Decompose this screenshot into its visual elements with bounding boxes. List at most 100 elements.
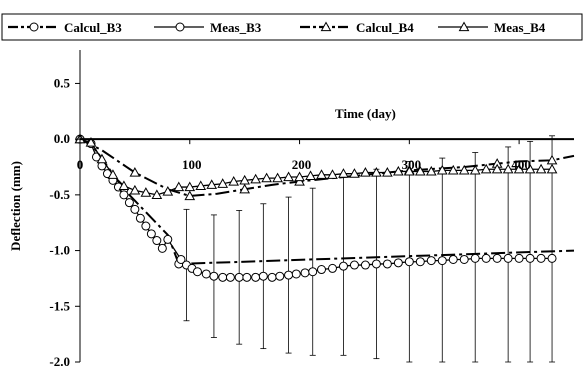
data-point-meas-b4	[261, 172, 272, 183]
data-point-meas-b3	[393, 258, 403, 268]
legend-label-meas-b4: Meas_B4	[494, 20, 546, 35]
data-point-meas-b4	[118, 180, 130, 191]
data-point-meas-b3	[275, 271, 285, 281]
data-point-meas-b3	[258, 271, 268, 281]
data-point-meas-b4	[535, 163, 547, 174]
x-tick-label: 300	[402, 157, 422, 172]
x-axis-title: Time (day)	[335, 106, 396, 121]
legend-label-meas-b3: Meas_B3	[210, 20, 262, 35]
data-point-meas-b3	[547, 253, 557, 263]
series-meas-b4	[74, 133, 558, 199]
x-tick-label: 200	[292, 157, 312, 172]
data-point-meas-b4	[96, 153, 108, 164]
data-point-meas-b4	[371, 167, 382, 177]
data-point-meas-b3	[536, 253, 546, 263]
data-point-meas-b4	[469, 164, 481, 175]
data-point-meas-b4	[305, 170, 316, 181]
data-point-meas-b3	[459, 254, 469, 264]
data-point-meas-b3	[514, 253, 524, 263]
x-tick-label: 0	[77, 157, 84, 172]
data-point-calcul-b4	[239, 183, 251, 194]
legend-label-calcul-b4: Calcul_B4	[356, 20, 414, 35]
data-point-meas-b3	[492, 253, 502, 263]
data-point-meas-b4	[151, 189, 163, 199]
data-point-meas-b3	[448, 254, 458, 264]
data-point-meas-b3	[415, 257, 425, 267]
y-tick-label: -0.5	[49, 187, 70, 202]
data-point-meas-b3	[146, 229, 156, 239]
x-tick-label: 100	[182, 157, 202, 172]
y-tick-label: 0.5	[54, 75, 71, 90]
data-point-meas-b4	[382, 167, 393, 177]
data-point-meas-b4	[338, 168, 349, 178]
data-point-meas-b3	[426, 256, 436, 266]
data-point-meas-b3	[157, 243, 167, 253]
data-point-meas-b3	[218, 272, 228, 282]
data-point-meas-b4	[228, 175, 240, 186]
data-point-meas-b4	[184, 181, 196, 192]
data-point-meas-b4	[360, 167, 371, 177]
series-line-meas-b4	[79, 138, 553, 196]
y-tick-label: -1.0	[49, 243, 70, 258]
series-calcul-b4	[74, 133, 575, 201]
data-point-meas-b4	[546, 163, 558, 174]
data-point-meas-b4	[107, 169, 119, 179]
data-point-meas-b4	[250, 173, 261, 184]
series-calcul-b3	[75, 134, 575, 269]
y-tick-label: -2.0	[49, 354, 70, 369]
series-line-meas-b3	[79, 138, 553, 278]
data-point-meas-b4	[436, 164, 448, 175]
data-point-meas-b4	[283, 171, 294, 182]
data-point-meas-b3	[503, 253, 513, 263]
data-point-meas-b4	[393, 165, 404, 176]
data-point-meas-b3	[225, 272, 235, 282]
data-point-meas-b4	[195, 180, 207, 191]
data-point-meas-b4	[491, 163, 503, 174]
data-point-meas-b3	[371, 259, 381, 269]
data-point-meas-b3	[152, 236, 162, 246]
series-layer	[74, 133, 575, 282]
data-point-meas-b3	[209, 271, 219, 281]
data-point-meas-b4	[458, 164, 470, 175]
y-tick-label: -1.5	[49, 298, 70, 313]
data-point-meas-b3	[234, 272, 244, 282]
data-point-meas-b3	[470, 253, 480, 263]
data-point-meas-b3	[300, 268, 310, 278]
data-point-meas-b3	[242, 272, 252, 282]
data-point-meas-b3	[360, 260, 370, 270]
data-point-meas-b3	[251, 272, 261, 282]
data-point-meas-b4	[272, 172, 283, 183]
legend-marker-calcul-b4	[320, 21, 332, 32]
series-line-calcul-b4	[79, 138, 575, 197]
legend-marker-meas-b4	[458, 21, 470, 32]
data-point-meas-b3	[124, 198, 134, 208]
data-point-meas-b3	[284, 270, 294, 280]
y-axis-title: Deflection (mm)	[8, 161, 23, 251]
series-meas-b3	[75, 134, 557, 282]
data-point-meas-b4	[206, 179, 218, 189]
data-point-meas-b3	[291, 269, 301, 279]
data-point-meas-b3	[192, 267, 202, 277]
data-point-meas-b3	[382, 259, 392, 269]
axes	[79, 50, 574, 362]
data-point-meas-b4	[480, 163, 492, 174]
data-point-meas-b4	[447, 164, 459, 175]
data-point-meas-b3	[267, 272, 277, 282]
data-point-meas-b4	[414, 165, 426, 176]
data-point-meas-b4	[425, 165, 437, 176]
data-point-meas-b4	[524, 163, 536, 174]
data-point-meas-b3	[327, 263, 337, 273]
data-point-meas-b4	[140, 187, 152, 197]
series-line-calcul-b3	[79, 138, 575, 265]
data-point-meas-b3	[404, 257, 414, 267]
legend-marker-meas-b3	[175, 22, 185, 32]
data-point-meas-b4	[162, 185, 174, 196]
legend-marker-calcul-b3	[29, 22, 39, 32]
data-point-meas-b4	[513, 163, 525, 174]
data-point-meas-b4	[327, 169, 338, 179]
data-point-meas-b3	[176, 254, 186, 264]
data-point-meas-b3	[481, 253, 491, 263]
data-point-meas-b3	[317, 265, 327, 275]
data-point-meas-b3	[525, 253, 535, 263]
